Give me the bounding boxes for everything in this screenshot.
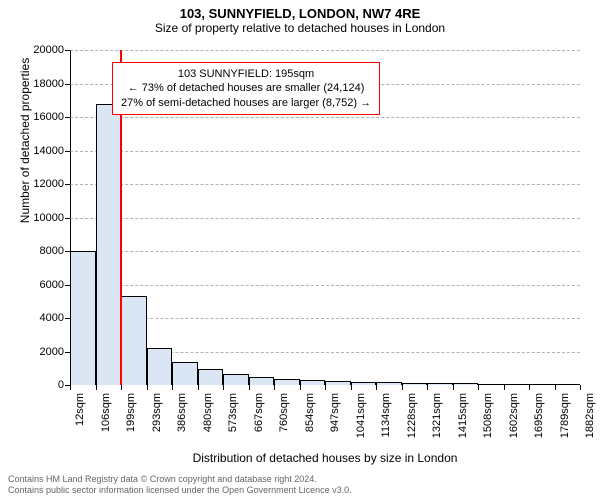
x-tick-label: 12sqm (74, 393, 86, 426)
x-tick-label: 667sqm (253, 393, 265, 432)
histogram-bar (453, 383, 479, 385)
histogram-bar (147, 348, 173, 385)
histogram-bar (555, 384, 581, 385)
histogram-bar (274, 379, 300, 385)
y-tick-label: 2000 (22, 346, 64, 358)
histogram-bar (402, 383, 428, 385)
footer-line-2: Contains public sector information licen… (8, 485, 592, 496)
x-tick-label: 1789sqm (559, 393, 571, 438)
y-tick-label: 6000 (22, 279, 64, 291)
chart-subtitle: Size of property relative to detached ho… (0, 21, 600, 39)
x-tick-label: 1695sqm (533, 393, 545, 438)
footer-line-1: Contains HM Land Registry data © Crown c… (8, 474, 592, 485)
x-tick-label: 386sqm (176, 393, 188, 432)
histogram-bar (504, 384, 530, 385)
x-axis-label: Distribution of detached houses by size … (70, 451, 580, 465)
annotation-line-1: 103 SUNNYFIELD: 195sqm (121, 67, 371, 81)
histogram-bar (121, 296, 147, 385)
histogram-bar (300, 380, 326, 385)
x-tick-label: 1602sqm (508, 393, 520, 438)
y-tick-label: 10000 (22, 212, 64, 224)
histogram-bar (223, 374, 249, 385)
x-tick-label: 106sqm (100, 393, 112, 432)
histogram-bar (376, 382, 402, 385)
x-tick-label: 293sqm (151, 393, 163, 432)
x-tick-label: 1228sqm (406, 393, 418, 438)
y-tick-label: 16000 (22, 111, 64, 123)
histogram-bar (478, 384, 504, 385)
x-tick-label: 854sqm (304, 393, 316, 432)
histogram-bar (529, 384, 555, 385)
y-tick-label: 14000 (22, 145, 64, 157)
y-tick-label: 12000 (22, 178, 64, 190)
annotation-line-3: 27% of semi-detached houses are larger (… (121, 96, 371, 110)
x-tick-label: 1415sqm (457, 393, 469, 438)
histogram-bar (351, 382, 377, 385)
histogram-bar (96, 104, 122, 385)
plot-area: 103 SUNNYFIELD: 195sqm← 73% of detached … (70, 50, 580, 385)
histogram-bar (198, 369, 224, 385)
annotation-line-2: ← 73% of detached houses are smaller (24… (121, 81, 371, 95)
y-tick-label: 4000 (22, 312, 64, 324)
x-tick-label: 1882sqm (584, 393, 596, 438)
footer-attribution: Contains HM Land Registry data © Crown c… (8, 474, 592, 496)
histogram-bar (70, 251, 96, 385)
x-tick-label: 1508sqm (482, 393, 494, 438)
chart-container: 103, SUNNYFIELD, LONDON, NW7 4RE Size of… (0, 0, 600, 500)
x-tick-label: 1134sqm (380, 393, 392, 437)
x-tick-label: 1321sqm (431, 393, 443, 438)
y-tick-label: 0 (22, 379, 64, 391)
histogram-bar (172, 362, 198, 385)
x-tick-label: 573sqm (227, 393, 239, 432)
chart-title: 103, SUNNYFIELD, LONDON, NW7 4RE (0, 0, 600, 21)
y-tick-label: 20000 (22, 44, 64, 56)
annotation-box: 103 SUNNYFIELD: 195sqm← 73% of detached … (112, 62, 380, 115)
x-tick-label: 199sqm (125, 393, 137, 432)
histogram-bar (325, 381, 351, 385)
x-tick-label: 947sqm (329, 393, 341, 432)
y-tick-label: 18000 (22, 78, 64, 90)
histogram-bar (427, 383, 453, 385)
y-tick-label: 8000 (22, 245, 64, 257)
histogram-bar (249, 377, 275, 385)
x-tick-label: 760sqm (278, 393, 290, 432)
x-tick-label: 1041sqm (355, 393, 367, 438)
x-tick-label: 480sqm (202, 393, 214, 432)
